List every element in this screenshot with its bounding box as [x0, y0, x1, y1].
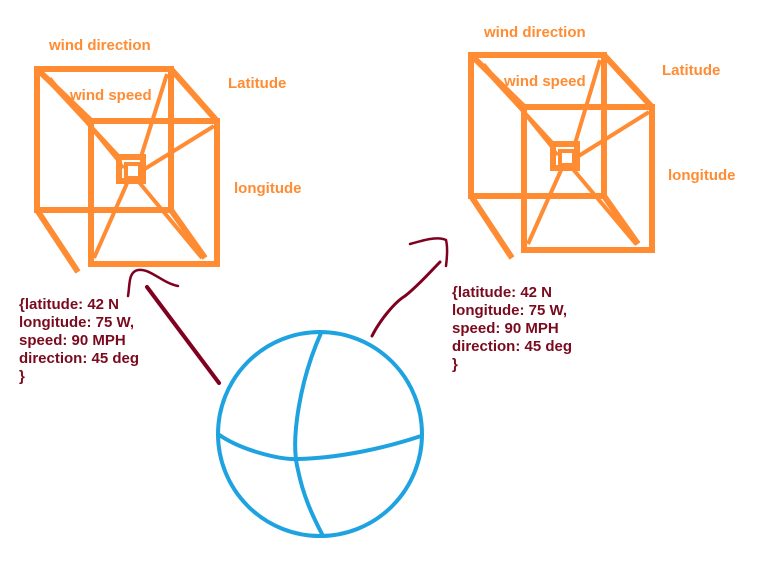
- right-wind-speed-label: wind speed: [504, 73, 586, 90]
- left-cube: [34, 66, 220, 274]
- left-cube-edge: [34, 208, 81, 274]
- left-wind-speed-label: wind speed: [70, 87, 152, 104]
- left-cube-ray: [138, 73, 169, 161]
- right-cube-ray: [575, 110, 651, 159]
- right-connector-line: [370, 260, 442, 338]
- left-cube-ray: [141, 124, 216, 172]
- right-latitude-label: Latitude: [662, 62, 721, 79]
- right-data-speed: speed: 90 MPH: [452, 320, 559, 337]
- globe-icon: [216, 330, 424, 538]
- left-data-direction: direction: 45 deg: [19, 350, 140, 367]
- left-cube-edge: [168, 208, 208, 260]
- right-wind-direction-label: wind direction: [484, 24, 586, 41]
- left-cube-back-face: [34, 66, 174, 213]
- left-cube-ray: [136, 179, 204, 260]
- left-cube-center-inner: [124, 162, 142, 180]
- left-cube-edge: [168, 67, 220, 123]
- right-connector-hook: [408, 237, 449, 268]
- right-cube-center-inner: [558, 149, 576, 167]
- right-data-close: }: [452, 356, 458, 373]
- left-longitude-label: longitude: [234, 180, 302, 197]
- right-cube-ray: [526, 167, 564, 245]
- right-cube-edge: [601, 194, 641, 246]
- left-latitude-label: Latitude: [228, 75, 287, 92]
- left-data-longitude: longitude: 75 W,: [19, 314, 134, 331]
- right-cube-ray: [570, 166, 638, 246]
- right-data-open: {latitude: 42 N: [452, 284, 553, 301]
- left-cube-ray: [92, 180, 130, 259]
- right-longitude-label: longitude: [668, 167, 736, 184]
- right-cube-back-face: [468, 52, 607, 199]
- left-cube-front-face: [88, 118, 220, 267]
- right-cube: [468, 52, 655, 260]
- left-data-close: }: [19, 368, 25, 385]
- right-data-direction: direction: 45 deg: [452, 338, 573, 355]
- connectors: [126, 237, 449, 385]
- left-data-block: {latitude: 42 N longitude: 75 W, speed: …: [19, 296, 139, 386]
- right-data-block: {latitude: 42 N longitude: 75 W, speed: …: [452, 284, 572, 374]
- left-data-open: {latitude: 42 N: [19, 296, 120, 313]
- right-cube-edge: [601, 52, 655, 110]
- left-connector-line: [145, 285, 221, 385]
- right-data-longitude: longitude: 75 W,: [452, 302, 567, 319]
- right-cube-front-face: [521, 104, 655, 253]
- left-connector-hook: [126, 268, 180, 298]
- left-cube-ray: [48, 77, 126, 169]
- right-cube-ray: [482, 63, 560, 156]
- left-wind-direction-label: wind direction: [49, 37, 151, 54]
- globe-meridian: [293, 332, 325, 537]
- globe-equator: [216, 432, 422, 462]
- left-data-speed: speed: 90 MPH: [19, 332, 126, 349]
- right-cube-ray: [572, 59, 602, 148]
- globe-outline: [216, 330, 424, 538]
- right-cube-edge: [468, 194, 515, 260]
